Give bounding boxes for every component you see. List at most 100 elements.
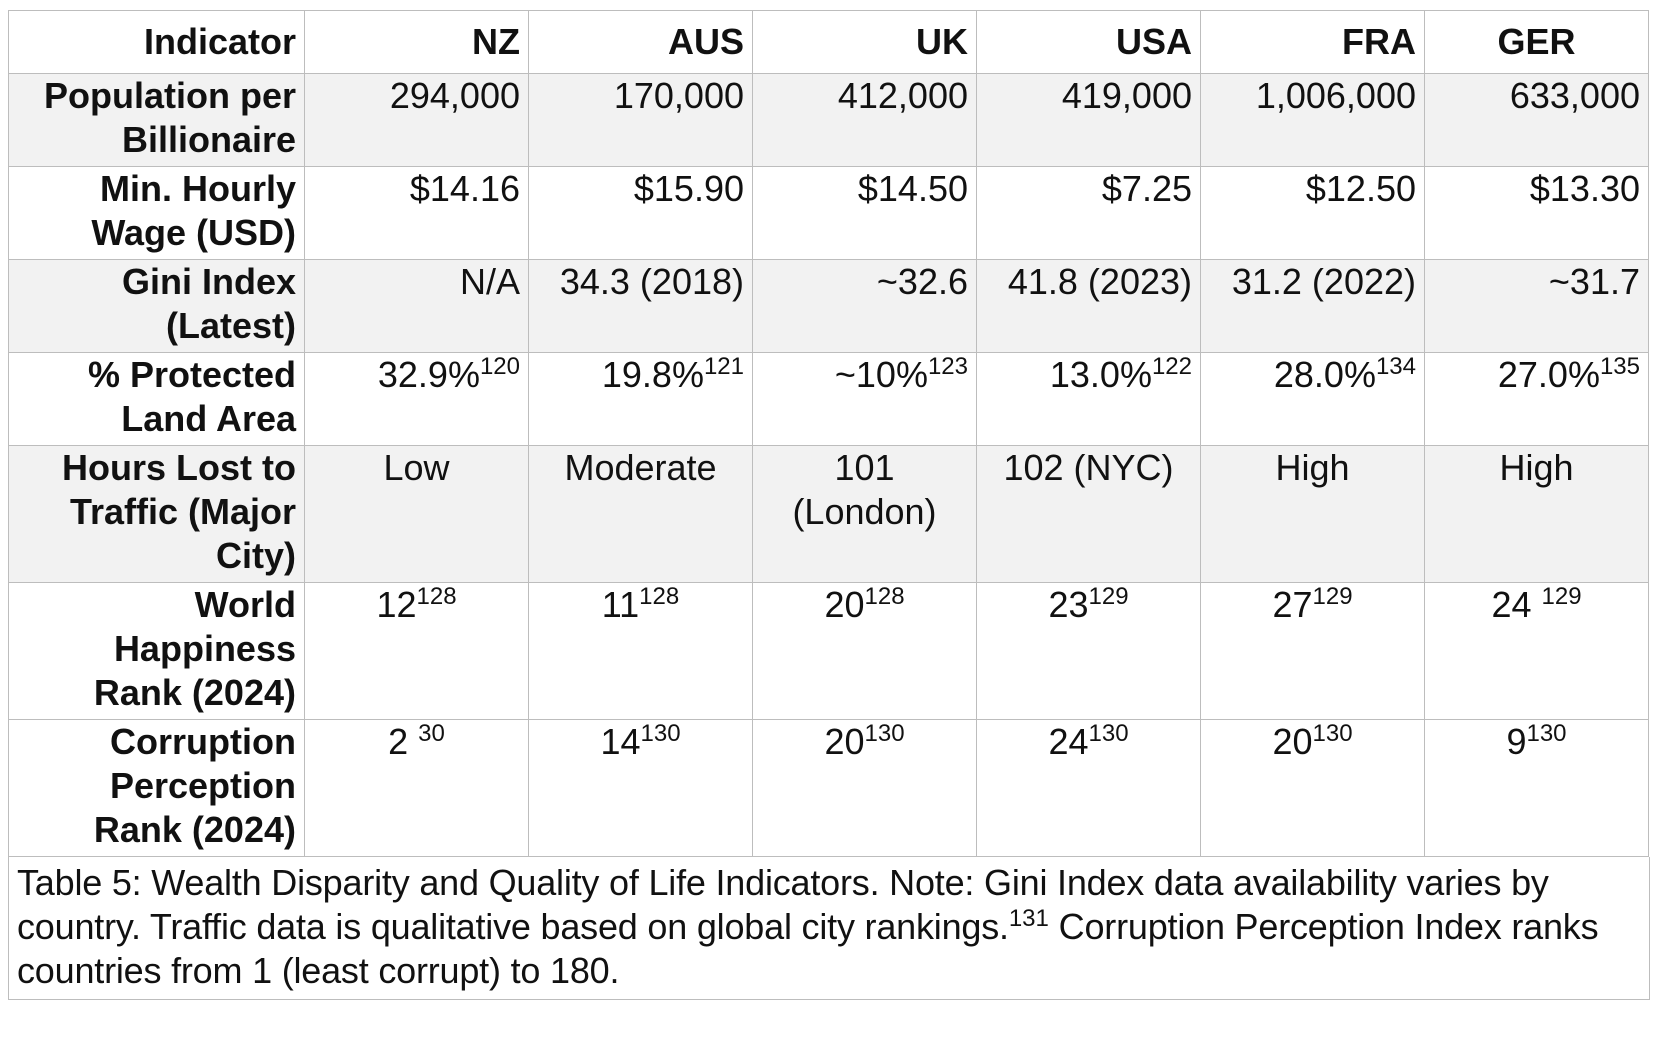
cell-aus: 19.8%121 [528, 352, 753, 446]
header-uk: UK [752, 10, 977, 74]
cell-value: $13.30 [1529, 168, 1640, 209]
row-label: Population per Billionaire [8, 73, 305, 167]
cell-fra: $12.50 [1200, 166, 1425, 260]
cell-uk: 20130 [752, 719, 977, 857]
cell-value: 27 [1272, 584, 1313, 625]
cell-nz: 12128 [304, 582, 529, 720]
cell-ger: 633,000 [1424, 73, 1649, 167]
cell-usa: 23129 [976, 582, 1201, 720]
cell-value: 12 [376, 584, 417, 625]
header-aus: AUS [528, 10, 753, 74]
cell-fra: 27129 [1200, 582, 1425, 720]
cell-aus: 11128 [528, 582, 753, 720]
footnote-ref: 121 [703, 353, 744, 380]
document-page: Indicator NZ AUS UK USA FRA GER Populati… [8, 10, 1650, 1000]
footnote-ref: 130 [640, 720, 681, 747]
table-header-row: Indicator NZ AUS UK USA FRA GER [8, 10, 1649, 74]
cell-usa: 419,000 [976, 73, 1201, 167]
cell-uk: ~10%123 [752, 352, 977, 446]
cell-ger: 27.0%135 [1424, 352, 1649, 446]
cell-nz: N/A [304, 259, 529, 353]
row-label: Hours Lost to Traffic (Major City) [8, 445, 305, 583]
cell-ger: High [1424, 445, 1649, 583]
row-label: Min. Hourly Wage (USD) [8, 166, 305, 260]
cell-uk: 20128 [752, 582, 977, 720]
cell-value: $7.25 [1101, 168, 1192, 209]
cell-nz: $14.16 [304, 166, 529, 260]
cell-value: $15.90 [633, 168, 744, 209]
cell-value: 419,000 [1061, 75, 1192, 116]
cell-value: 101 (London) [792, 447, 937, 532]
footnote-ref: 128 [639, 583, 680, 610]
cell-nz: 294,000 [304, 73, 529, 167]
cell-uk: ~32.6 [752, 259, 977, 353]
footnote-ref: 129 [1541, 583, 1582, 610]
cell-nz: 32.9%120 [304, 352, 529, 446]
cell-value: 20 [1272, 721, 1313, 762]
cell-fra: 31.2 (2022) [1200, 259, 1425, 353]
row-label: World Happiness Rank (2024) [8, 582, 305, 720]
cell-value: 633,000 [1509, 75, 1640, 116]
indicators-table: Indicator NZ AUS UK USA FRA GER Populati… [8, 10, 1649, 857]
footnote-ref: 120 [479, 353, 520, 380]
cell-aus: 34.3 (2018) [528, 259, 753, 353]
cell-aus: 170,000 [528, 73, 753, 167]
cell-value: N/A [459, 261, 520, 302]
table-row: Hours Lost to Traffic (Major City) Low M… [8, 445, 1649, 583]
caption-text: Corruption Perception Index ranks countr… [17, 906, 1599, 991]
footnote-ref: 122 [1151, 353, 1192, 380]
table-row: Population per Billionaire 294,000 170,0… [8, 73, 1649, 167]
cell-usa: 13.0%122 [976, 352, 1201, 446]
caption-text: Table 5: Wealth Disparity and Quality of… [17, 862, 1549, 947]
footnote-ref: 123 [927, 353, 968, 380]
header-nz: NZ [304, 10, 529, 74]
header-usa: USA [976, 10, 1201, 74]
cell-value: 9 [1506, 721, 1527, 762]
cell-aus: 14130 [528, 719, 753, 857]
cell-usa: $7.25 [976, 166, 1201, 260]
header-fra: FRA [1200, 10, 1425, 74]
cell-value: 412,000 [837, 75, 968, 116]
cell-uk: 412,000 [752, 73, 977, 167]
header-indicator: Indicator [8, 10, 305, 74]
cell-value: 28.0% [1273, 354, 1376, 395]
footnote-ref: 135 [1599, 353, 1640, 380]
cell-nz: 2 30 [304, 719, 529, 857]
cell-aus: Moderate [528, 445, 753, 583]
table-row: % Protected Land Area 32.9%120 19.8%121 … [8, 352, 1649, 446]
table-row: Gini Index (Latest) N/A 34.3 (2018) ~32.… [8, 259, 1649, 353]
cell-usa: 41.8 (2023) [976, 259, 1201, 353]
table-row: Min. Hourly Wage (USD) $14.16 $15.90 $14… [8, 166, 1649, 260]
footnote-ref: 129 [1088, 583, 1129, 610]
cell-value: ~32.6 [876, 261, 968, 302]
cell-fra: 28.0%134 [1200, 352, 1425, 446]
cell-usa: 24130 [976, 719, 1201, 857]
cell-value: 2 [388, 721, 419, 762]
footnote-ref: 130 [1312, 720, 1353, 747]
cell-value: 19.8% [601, 354, 704, 395]
cell-value: 11 [601, 584, 640, 625]
table-row: World Happiness Rank (2024) 12128 11128 … [8, 582, 1649, 720]
cell-value: High [1275, 447, 1350, 488]
footnote-ref: 129 [1312, 583, 1353, 610]
cell-value: ~10% [834, 354, 928, 395]
header-ger: GER [1424, 10, 1649, 74]
cell-value: 13.0% [1049, 354, 1152, 395]
cell-ger: $13.30 [1424, 166, 1649, 260]
cell-value: 32.9% [377, 354, 480, 395]
table-row: Corruption Perception Rank (2024) 2 30 1… [8, 719, 1649, 857]
cell-usa: 102 (NYC) [976, 445, 1201, 583]
cell-value: 24 [1048, 721, 1089, 762]
table-caption: Table 5: Wealth Disparity and Quality of… [8, 857, 1650, 1000]
cell-fra: 1,006,000 [1200, 73, 1425, 167]
cell-aus: $15.90 [528, 166, 753, 260]
cell-value: 31.2 (2022) [1231, 261, 1416, 302]
cell-value: $12.50 [1305, 168, 1416, 209]
cell-value: $14.16 [409, 168, 520, 209]
row-label: Corruption Perception Rank (2024) [8, 719, 305, 857]
cell-value: 102 (NYC) [1003, 447, 1174, 488]
footnote-ref: 130 [864, 720, 905, 747]
cell-uk: 101 (London) [752, 445, 977, 583]
cell-ger: 9130 [1424, 719, 1649, 857]
cell-fra: 20130 [1200, 719, 1425, 857]
